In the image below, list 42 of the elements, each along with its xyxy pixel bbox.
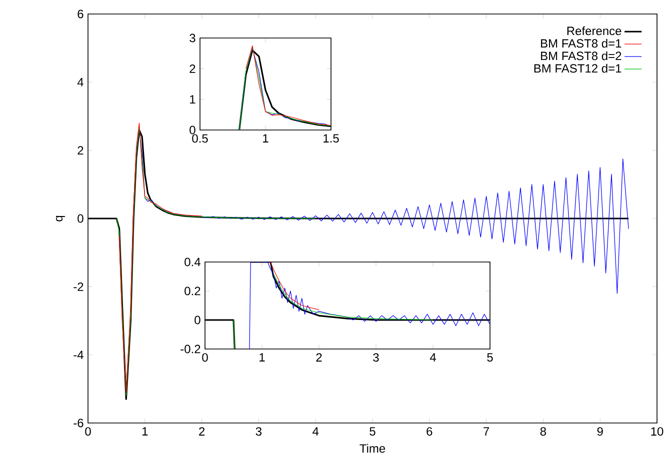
x-tick-label: 0	[85, 427, 91, 436]
y-tick-label: -4	[74, 350, 84, 359]
y-tick-label: 0	[78, 214, 84, 223]
x-tick-label: 0	[202, 353, 208, 362]
x-tick-label: 3	[256, 427, 262, 436]
x-tick-label: 5	[370, 427, 376, 436]
x-tick-label: 5	[487, 353, 493, 362]
y-tick-label: -2	[74, 282, 84, 291]
line-series	[270, 262, 320, 310]
x-tick-label: 1	[263, 134, 268, 142]
y-tick-label: 4	[77, 78, 84, 86]
x-tick-label: 0.5	[192, 134, 208, 143]
y-tick-label: -0.2	[180, 344, 200, 354]
y-tick-label: 6	[78, 10, 84, 18]
x-tick-label: 1	[260, 353, 265, 362]
y-tick-label: 0	[194, 316, 200, 324]
x-tick-label: 3	[373, 353, 379, 362]
legend-label: BM FAST8 d=2	[541, 51, 622, 60]
x-tick-label: 2	[316, 353, 322, 362]
y-tick-label: 2	[78, 146, 84, 155]
x-tick-label: 8	[540, 427, 546, 436]
x-tick-label: 10	[651, 427, 664, 436]
x-tick-label: 6	[426, 427, 432, 436]
x-tick-label: 4	[312, 427, 319, 436]
legend-label: Reference	[567, 26, 622, 36]
x-tick-label: 4	[430, 353, 436, 362]
y-tick-label: 0	[190, 126, 196, 134]
x-tick-label: 1	[142, 427, 148, 436]
x-tick-label: 1.5	[324, 134, 339, 143]
legend-label: BM FAST12 d=1	[534, 64, 622, 73]
line-series	[249, 262, 490, 349]
legend-label: BM FAST8 d=1	[541, 38, 622, 48]
y-tick-label: 2	[190, 64, 196, 73]
y-tick-label: 0.4	[184, 258, 200, 266]
y-tick-label: 3	[190, 34, 196, 42]
y-tick-label: 0.2	[184, 286, 200, 296]
x-axis-title: Time	[360, 444, 386, 453]
y-tick-label: 1	[190, 95, 196, 104]
x-tick-label: 7	[484, 427, 490, 436]
y-axis-title: q	[56, 216, 65, 222]
x-tick-label: 9	[597, 427, 603, 436]
y-tick-label: -6	[74, 418, 84, 428]
